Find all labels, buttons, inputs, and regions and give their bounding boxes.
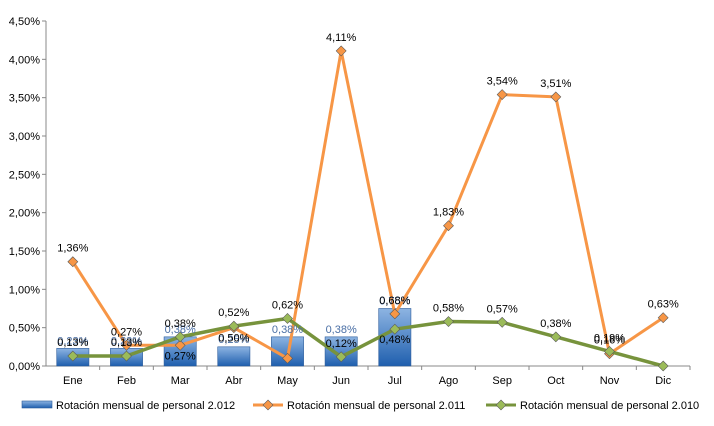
x-tick-label: Oct <box>547 375 564 387</box>
x-tick-label: Dic <box>655 375 671 387</box>
bar-data-label: 0,38% <box>326 324 357 336</box>
bar-data-label: 0,38% <box>272 324 303 336</box>
series-point <box>67 256 79 268</box>
series-point <box>174 339 186 351</box>
series-point <box>550 331 562 343</box>
legend-label: Rotación mensual de personal 2.010 <box>520 400 699 412</box>
x-tick-label: May <box>277 375 298 387</box>
y-tick-label: 4,50% <box>9 16 40 28</box>
line-data-label: 0,48% <box>379 334 410 346</box>
series-point <box>550 91 562 103</box>
bar <box>217 346 251 367</box>
series-point <box>443 316 454 327</box>
bar-data-label: 0,25% <box>218 334 249 346</box>
x-tick-label: Feb <box>117 375 136 387</box>
legend-marker <box>262 399 274 411</box>
line-data-label: 0,68% <box>379 295 410 307</box>
series-point <box>335 351 347 363</box>
series-point <box>389 323 401 335</box>
bar-data-label: 0,23% <box>111 335 142 347</box>
line-data-label: 0,19% <box>594 332 625 344</box>
series-point <box>228 320 240 332</box>
series-point <box>604 346 615 357</box>
line-data-label: 0,38% <box>540 318 571 330</box>
legend: Rotación mensual de personal 2.012 Rotaci… <box>21 399 699 412</box>
legend-label: Rotación mensual de personal 2.012 <box>56 400 235 412</box>
line-data-label: 0,27% <box>165 350 196 362</box>
series-point <box>67 350 79 362</box>
line-data-label: 0,13% <box>57 337 88 349</box>
y-tick-label: 2,50% <box>9 169 40 181</box>
line-data-label: 0,62% <box>272 299 303 311</box>
y-tick-label: 0,50% <box>9 323 40 335</box>
y-tick-label: 0,00% <box>9 361 40 373</box>
series-point <box>121 350 132 362</box>
y-tick-label: 3,50% <box>9 93 40 105</box>
series-point <box>282 313 293 324</box>
series-point <box>443 220 454 232</box>
line-data-label: 3,54% <box>487 76 518 88</box>
line-data-label: 1,83% <box>433 207 464 219</box>
line-data-label: 0,38% <box>165 318 196 330</box>
series-point <box>496 316 508 328</box>
series-line <box>72 316 664 368</box>
x-tick-label: Abr <box>225 375 242 387</box>
axes: 0,00% 0,50% 1,00% 1,50% 2,00% 2,50% 3,00% 3,50%… <box>9 16 691 387</box>
y-tick-label: 1,00% <box>9 284 40 296</box>
y-tick-label: 2,00% <box>9 208 40 220</box>
legend-marker <box>495 399 507 411</box>
x-tick-label: Jun <box>332 375 350 387</box>
x-tick-label: Sep <box>492 375 512 387</box>
line-data-label: 0,13% <box>111 337 142 349</box>
series-point <box>121 339 132 351</box>
x-tick-label: Ene <box>63 375 83 387</box>
data-labels: 0,23% 0,23%0,38%0,25%0,38% 0,38%0,75%1,36%… <box>57 32 679 362</box>
legend-swatch <box>21 400 53 409</box>
line-data-label: 0,58% <box>433 303 464 315</box>
line-data-label: 0,52% <box>218 307 249 319</box>
series-point <box>496 89 508 101</box>
line-series <box>67 45 669 372</box>
line-data-label: 0,16% <box>594 335 625 347</box>
line-data-label: 0,27% <box>111 326 142 338</box>
series-point <box>657 312 669 324</box>
series-point <box>335 45 347 57</box>
bar-data-label: 0,38% <box>165 324 196 336</box>
x-tick-label: Ago <box>439 375 459 387</box>
legend-label: Rotación mensual de personal 2.011 <box>287 400 465 412</box>
series-point <box>174 331 186 343</box>
x-tick-label: Mar <box>171 375 190 387</box>
bar-data-label: 0,75% <box>379 296 410 308</box>
series-line <box>71 49 665 360</box>
line-data-label: 3,51% <box>540 78 571 90</box>
series-point <box>657 360 669 372</box>
y-tick-label: 1,50% <box>9 246 40 258</box>
line-data-label: 0,63% <box>648 299 679 311</box>
y-tick-label: 4,00% <box>9 54 40 66</box>
line-data-label: 0,57% <box>487 303 518 315</box>
x-tick-label: Nov <box>600 375 620 387</box>
y-tick-label: 3,00% <box>9 131 40 143</box>
bar-data-label: 0,23% <box>57 335 88 347</box>
line-data-label: 0,12% <box>326 338 357 350</box>
series-point <box>389 308 401 320</box>
line-data-label: 0,50% <box>218 333 249 345</box>
line-data-label: 4,11% <box>326 32 357 44</box>
x-tick-label: Jul <box>388 375 402 387</box>
line-data-label: 1,36% <box>57 243 88 255</box>
series-point <box>282 352 293 364</box>
